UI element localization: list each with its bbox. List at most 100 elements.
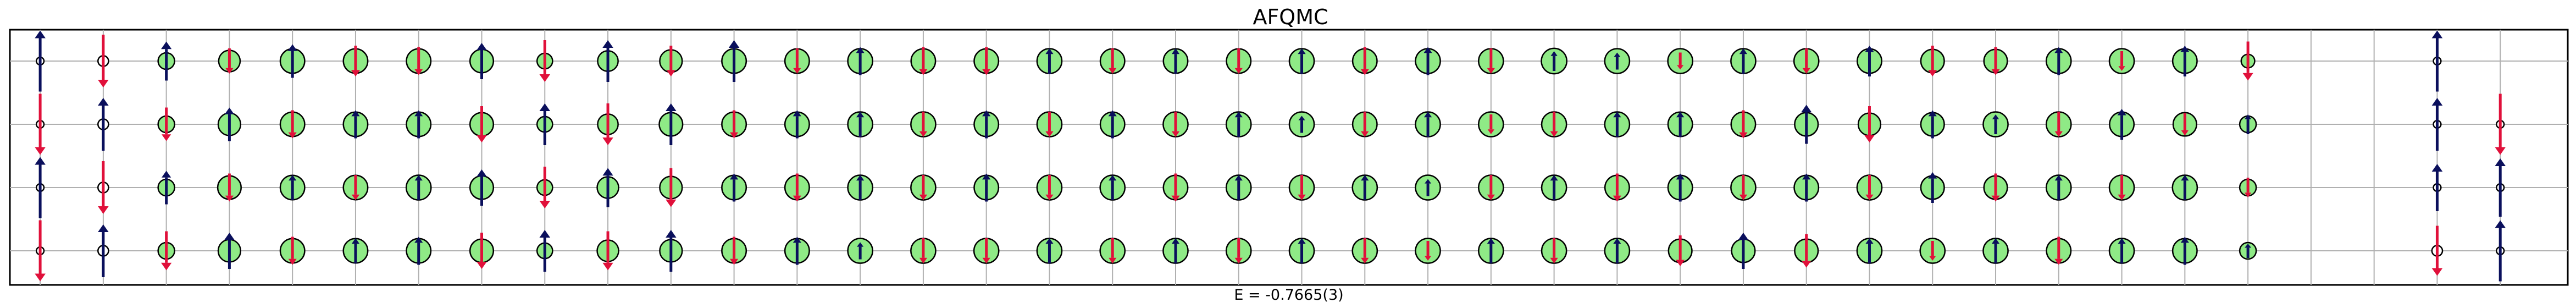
- spin-down-arrowhead: [1928, 70, 1937, 76]
- spin-up-arrowhead: [1928, 172, 1937, 179]
- spin-up-arrowhead: [1423, 112, 1432, 118]
- spin-up-arrowhead: [35, 30, 46, 38]
- lattice-site: [973, 238, 1000, 264]
- spin-down-arrowhead: [1802, 261, 1811, 268]
- energy-label: E = -0.7665(3): [1234, 287, 1343, 304]
- lattice-site: [1351, 238, 1378, 264]
- spin-down-arrowhead: [2118, 194, 2126, 200]
- lattice-site: [35, 94, 46, 155]
- spin-down-arrowhead: [793, 68, 801, 74]
- lattice-site: [1794, 234, 1819, 268]
- lattice-site: [1478, 174, 1504, 201]
- spin-down-arrowhead: [162, 134, 171, 141]
- lattice-site: [1478, 238, 1504, 264]
- spin-up-arrowhead: [1801, 105, 1812, 113]
- lattice-site: [1288, 48, 1315, 74]
- lattice-site: [2431, 226, 2444, 276]
- spin-up-arrowhead: [2495, 220, 2506, 228]
- spin-down-arrowhead: [1550, 131, 1558, 137]
- spin-down-arrowhead: [1171, 131, 1180, 137]
- spin-up-arrowhead: [414, 110, 423, 117]
- spin-up-arrowhead: [666, 230, 677, 238]
- plot-frame: [9, 29, 2569, 286]
- lattice-site: [1288, 238, 1315, 264]
- lattice-site: [2495, 220, 2506, 282]
- spin-up-arrowhead: [1171, 238, 1180, 244]
- spin-down-arrowhead: [729, 132, 739, 139]
- lattice-site: [1920, 46, 1945, 76]
- lattice-site: [217, 173, 242, 202]
- spin-down-arrowhead: [1487, 194, 1495, 200]
- spin-up-arrowhead: [1171, 48, 1180, 54]
- lattice-site: [1099, 48, 1126, 74]
- spin-down-arrowhead: [1676, 260, 1685, 266]
- lattice-site: [1730, 110, 1757, 139]
- lattice-site: [721, 40, 747, 82]
- lattice-site: [1920, 110, 1945, 139]
- lattice-site: [721, 110, 747, 139]
- lattice-site: [1162, 238, 1189, 264]
- spin-down-arrowhead: [919, 131, 928, 137]
- lattice-site: [536, 167, 553, 208]
- lattice-site: [1856, 174, 1883, 201]
- spin-up-arrowhead: [1614, 52, 1621, 57]
- lattice-site: [279, 110, 306, 139]
- lattice-site: [1793, 173, 1820, 202]
- spin-down-arrowhead: [1929, 256, 1936, 261]
- spin-down-arrowhead: [351, 70, 361, 76]
- lattice-site: [279, 174, 306, 201]
- spin-down-arrowhead: [1234, 68, 1243, 74]
- spin-down-arrowhead: [1109, 257, 1117, 263]
- spin-up-arrowhead: [2117, 109, 2126, 116]
- lattice-site: [597, 40, 619, 82]
- lattice-site: [1667, 111, 1693, 138]
- lattice-site: [1793, 48, 1820, 74]
- spin-up-arrowhead: [2118, 238, 2126, 244]
- lattice-site: [1162, 48, 1189, 74]
- lattice-site: [97, 35, 109, 87]
- lattice-site: [1983, 173, 2008, 202]
- lattice-site: [1036, 111, 1063, 138]
- lattice-site: [1982, 111, 2009, 138]
- lattice-site: [2171, 174, 2198, 201]
- lattice-site: [157, 41, 175, 81]
- lattice-site: [97, 224, 109, 277]
- spin-up-arrowhead: [161, 41, 172, 50]
- lattice-site: [1099, 238, 1126, 264]
- lattice-site: [721, 173, 747, 202]
- lattice-site: [536, 40, 553, 82]
- lattice-site: [596, 231, 619, 271]
- spin-down-arrowhead: [2118, 66, 2125, 71]
- spin-down-arrowhead: [1739, 132, 1748, 139]
- spin-up-arrowhead: [2054, 175, 2063, 181]
- spin-down-arrowhead: [1424, 256, 1432, 261]
- spin-up-arrowhead: [1676, 112, 1685, 118]
- lattice-site: [2431, 164, 2443, 211]
- lattice-site: [847, 47, 873, 75]
- lattice-site: [1730, 48, 1757, 74]
- lattice-site: [1162, 173, 1189, 202]
- lattice-site: [2431, 30, 2443, 92]
- lattice-site: [1604, 173, 1630, 202]
- lattice-site: [406, 110, 432, 139]
- spin-up-arrowhead: [1613, 238, 1621, 244]
- spin-up-arrowhead: [602, 168, 613, 176]
- spin-up-arrowhead: [1865, 238, 1874, 244]
- spin-up-arrowhead: [1676, 173, 1685, 180]
- spin-down-arrowhead: [1550, 257, 1558, 263]
- lattice-site: [721, 237, 747, 265]
- spin-up-arrowhead: [856, 47, 865, 53]
- spin-down-arrowhead: [35, 147, 46, 155]
- spin-down-arrowhead: [1045, 194, 1054, 200]
- lattice-site: [1225, 238, 1252, 264]
- spin-down-arrowhead: [477, 135, 487, 142]
- spin-down-arrowhead: [2054, 258, 2063, 265]
- lattice-site: [1036, 174, 1063, 201]
- lattice-site: [2108, 48, 2135, 74]
- lattice-site: [910, 238, 937, 264]
- lattice-site: [1099, 174, 1126, 201]
- spin-down-arrowhead: [1739, 194, 1748, 200]
- spin-down-arrowhead: [414, 69, 423, 75]
- spin-up-arrowhead: [1234, 112, 1243, 118]
- lattice-site: [2045, 174, 2072, 201]
